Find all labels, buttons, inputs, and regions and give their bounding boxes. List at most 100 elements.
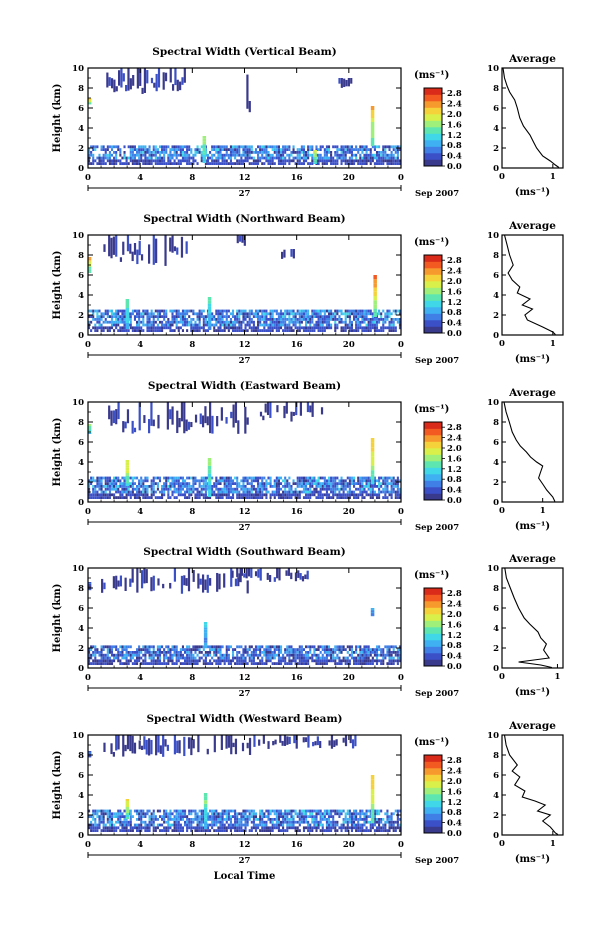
heat-cell xyxy=(173,159,176,163)
heat-spike xyxy=(370,134,375,138)
heat-cell xyxy=(290,249,293,257)
heat-cell xyxy=(294,493,297,497)
heat-cell xyxy=(196,829,199,832)
heat-cell xyxy=(169,309,172,313)
heat-cell xyxy=(150,656,153,660)
heat-cell xyxy=(175,651,178,654)
heat-cell xyxy=(309,490,312,494)
heat-cell xyxy=(196,315,199,318)
heat-cell xyxy=(106,153,109,157)
heat-cell xyxy=(200,312,203,316)
heat-cell xyxy=(113,812,116,816)
colorbar-unit: (ms⁻¹) xyxy=(414,404,449,415)
heat-cell xyxy=(104,659,107,663)
x-tick-label: 16 xyxy=(291,173,303,183)
heat-cell xyxy=(346,651,349,654)
heat-spike xyxy=(373,279,377,284)
heat-cell xyxy=(265,820,268,824)
heat-cell xyxy=(202,323,205,327)
heat-cell xyxy=(386,162,389,165)
heat-cell xyxy=(106,662,109,665)
heat-cell xyxy=(163,145,166,149)
heat-cell xyxy=(384,159,387,163)
heat-cell xyxy=(94,648,97,651)
heat-cell xyxy=(96,648,99,651)
heat-cell xyxy=(246,648,249,651)
heat-cell xyxy=(196,490,199,494)
panel-title: Spectral Width (Eastward Beam) xyxy=(148,380,341,392)
heat-cell xyxy=(315,323,318,327)
heat-cell xyxy=(110,823,114,827)
heat-cell xyxy=(317,309,320,313)
heat-cell xyxy=(363,309,366,313)
heat-cell xyxy=(127,145,130,149)
colorbar-swatch xyxy=(424,614,442,621)
heat-cell xyxy=(219,153,222,157)
heat-cell xyxy=(290,809,293,813)
heat-cell xyxy=(194,482,197,485)
heat-cell xyxy=(156,148,159,151)
heat-cell xyxy=(194,476,197,480)
heat-cell xyxy=(113,315,116,318)
heat-cell xyxy=(367,653,370,657)
heat-cell xyxy=(119,818,122,821)
heat-cell xyxy=(206,496,210,499)
heat-cell xyxy=(282,153,285,157)
heat-cell xyxy=(275,820,278,824)
heat-cell xyxy=(288,659,291,663)
heat-cell xyxy=(219,329,222,332)
heat-cell xyxy=(378,153,381,157)
heat-cell xyxy=(148,156,151,160)
heat-cell xyxy=(245,568,248,579)
heat-cell xyxy=(146,70,149,84)
heat-cell xyxy=(125,487,128,491)
heat-cell xyxy=(192,326,195,330)
heat-cell xyxy=(173,246,177,252)
heat-cell xyxy=(254,479,258,483)
heat-cell xyxy=(183,479,187,483)
heat-cell xyxy=(398,490,402,494)
heat-cell xyxy=(221,823,224,827)
heat-cell xyxy=(124,421,127,429)
heat-cell xyxy=(273,156,276,160)
heat-cell xyxy=(296,156,299,160)
heat-cell xyxy=(185,419,188,432)
heat-cell xyxy=(221,148,224,151)
heat-cell xyxy=(375,318,379,321)
heat-cell xyxy=(100,651,103,654)
heat-cell xyxy=(261,479,264,483)
heat-cell xyxy=(225,656,228,660)
heat-cell xyxy=(378,156,381,160)
heat-cell xyxy=(108,818,111,821)
heat-cell xyxy=(302,153,306,157)
heat-cell xyxy=(129,318,132,321)
heat-cell xyxy=(186,487,189,491)
heat-cell xyxy=(94,496,97,499)
heat-cell xyxy=(96,162,99,165)
heat-cell xyxy=(215,496,218,499)
colorbar-swatch xyxy=(424,107,442,115)
heat-cell xyxy=(217,656,220,660)
heat-cell xyxy=(163,651,166,654)
heat-cell xyxy=(219,476,222,480)
heat-cell xyxy=(398,162,402,165)
heat-cell xyxy=(223,309,226,313)
heat-cell xyxy=(279,493,283,497)
heat-cell xyxy=(315,485,318,488)
heat-cell xyxy=(215,479,218,483)
heat-cell xyxy=(334,485,337,488)
heat-cell xyxy=(229,153,232,157)
heat-cell xyxy=(357,496,360,499)
colorbar-tick-label: 0.8 xyxy=(447,641,462,651)
heat-cell xyxy=(357,645,360,649)
heat-cell xyxy=(257,318,260,321)
heat-cell xyxy=(158,823,162,827)
heat-cell xyxy=(123,329,126,332)
heat-cell xyxy=(254,648,258,651)
heat-cell xyxy=(313,315,316,318)
heat-cell xyxy=(282,148,285,151)
heat-cell xyxy=(88,309,91,313)
heat-cell xyxy=(323,153,326,157)
heat-cell xyxy=(311,148,314,151)
heat-cell xyxy=(340,645,343,649)
